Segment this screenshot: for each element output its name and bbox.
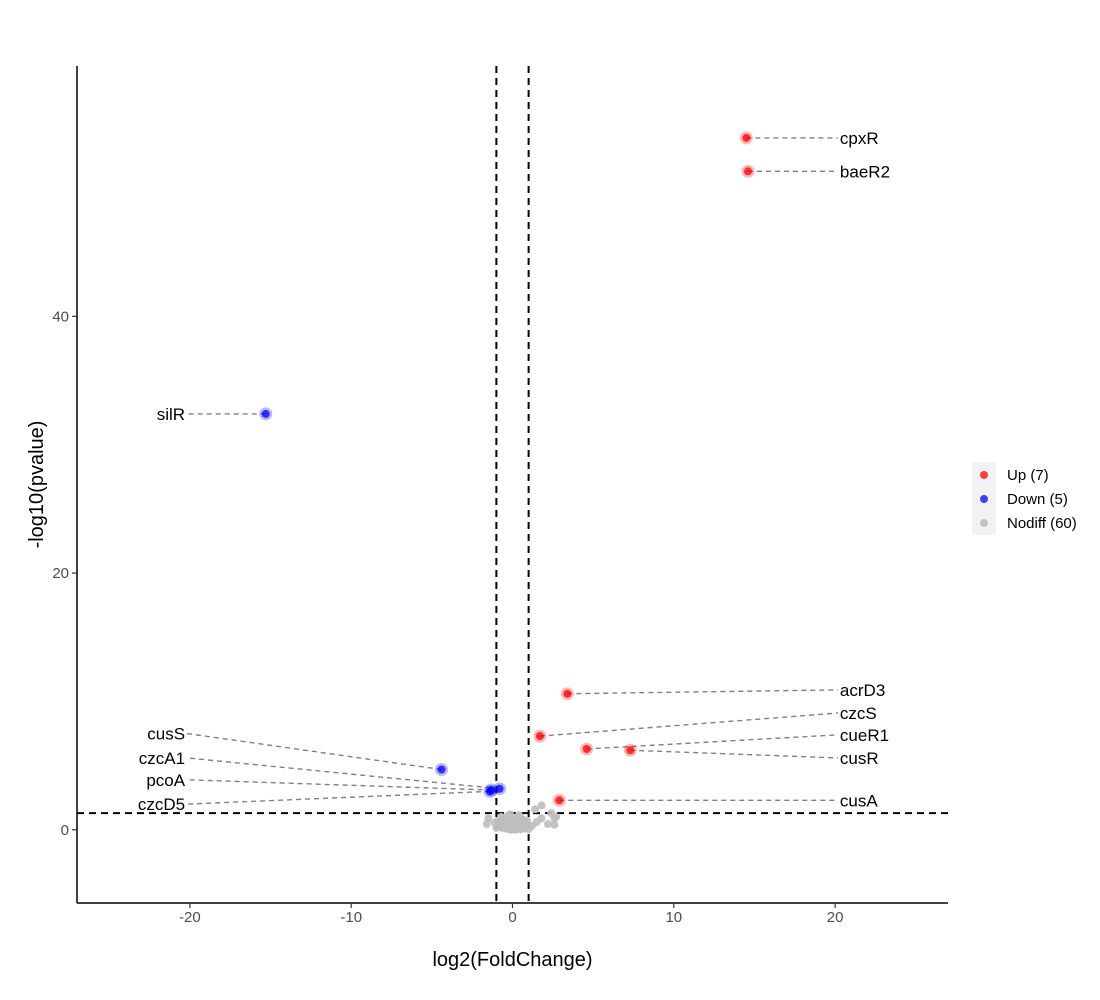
y-axis-ticks: 0 20 40 [52, 308, 77, 839]
gene-label: pcoA [146, 771, 185, 790]
threshold-lines [77, 66, 948, 903]
gene-label: cpxR [840, 129, 879, 148]
nodiff-point [543, 820, 552, 829]
up-point [535, 732, 544, 741]
gene-label: cusS [147, 725, 185, 744]
nodiff-point [498, 823, 507, 832]
nodiff-point [506, 810, 515, 819]
down-point [261, 409, 270, 418]
gene-label: cueR1 [840, 726, 889, 745]
legend-label-down: Down (5) [1007, 491, 1068, 508]
gene-labels: cpxR baeR2 acrD3 czcS cueR1 cusR cusA silR cusS c… [138, 129, 890, 814]
up-point [555, 796, 564, 805]
nodiff-point [524, 825, 533, 834]
x-tick-label: -10 [340, 909, 362, 926]
up-point [582, 744, 591, 753]
legend-label-nodiff: Nodiff (60) [1007, 515, 1077, 532]
gene-label: silR [157, 405, 185, 424]
y-tick-label: 40 [52, 308, 69, 325]
legend-key-up [980, 471, 988, 479]
up-point [563, 689, 572, 698]
label-connector [187, 790, 490, 805]
label-connector [187, 779, 492, 791]
up-point [626, 746, 635, 755]
nodiff-point [550, 820, 559, 829]
label-connector [186, 732, 442, 771]
label-connector [586, 734, 838, 750]
gene-label: baeR2 [840, 162, 890, 181]
down-point [437, 765, 446, 774]
nodiff-point [537, 814, 546, 823]
gene-label: czcA1 [139, 749, 185, 768]
legend-label-up: Up (7) [1007, 467, 1049, 484]
y-tick-label: 20 [52, 565, 69, 582]
nodiff-point [484, 814, 493, 823]
legend: Up (7) Down (5) Nodiff (60) [972, 462, 1077, 535]
nodiff-point [514, 811, 523, 820]
gene-label: czcD5 [138, 795, 185, 814]
legend-key-down [980, 495, 988, 503]
gene-label: acrD3 [840, 681, 885, 700]
x-tick-label: -20 [179, 909, 201, 926]
legend-items: Up (7) Down (5) Nodiff (60) [980, 467, 1077, 532]
gene-label: cusA [840, 791, 878, 810]
gene-label: czcS [840, 704, 877, 723]
up-point [742, 133, 751, 142]
up-point [743, 167, 752, 176]
nodiff-point [550, 814, 559, 823]
down-point [485, 787, 494, 796]
x-tick-label: 20 [827, 909, 844, 926]
nodiff-point [523, 816, 532, 825]
x-tick-label: 10 [665, 909, 682, 926]
nodiff-point [490, 818, 499, 827]
axes: -20 -10 0 10 20 0 20 40 log2(FoldChange) -log1… [26, 66, 948, 971]
x-axis-title: log2(FoldChange) [432, 949, 592, 971]
x-axis-ticks: -20 -10 0 10 20 [179, 903, 843, 926]
label-connector [567, 689, 838, 695]
label-connector [186, 757, 500, 790]
gene-label: cusR [840, 749, 879, 768]
label-connector [539, 712, 838, 737]
nodiff-point [531, 805, 540, 814]
legend-key-nodiff [980, 519, 988, 527]
data-points [259, 131, 755, 834]
y-tick-label: 0 [61, 822, 69, 839]
plot-panel: cpxR baeR2 acrD3 czcS cueR1 cusR cusA silR cusS c… [77, 66, 948, 903]
down-point [495, 784, 504, 793]
nodiff-point [537, 801, 546, 810]
label-connector [630, 749, 838, 759]
x-tick-label: 0 [508, 909, 516, 926]
y-axis-title: -log10(pvalue) [26, 421, 48, 549]
label-connectors [186, 137, 838, 805]
